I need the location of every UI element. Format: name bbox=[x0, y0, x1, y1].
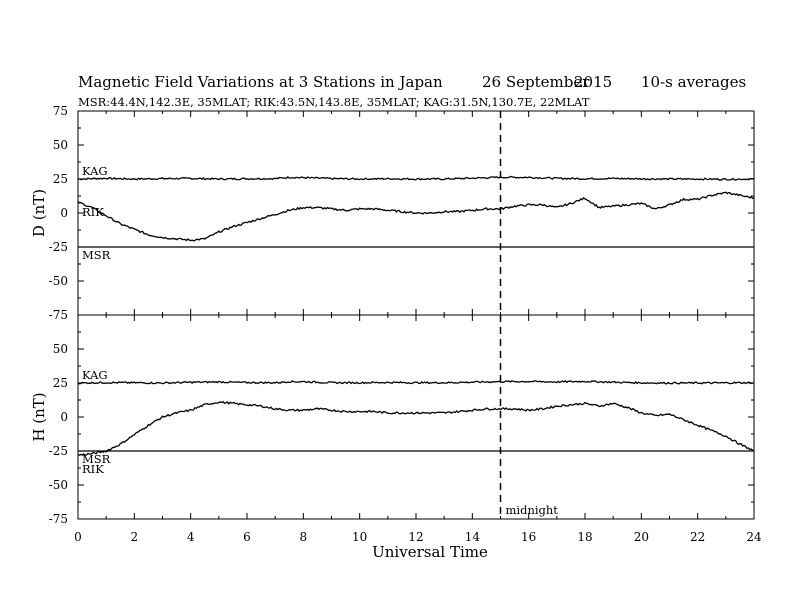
station-label-rik-d: RIK bbox=[82, 205, 104, 219]
y-tick-label-h: -75 bbox=[49, 512, 68, 526]
y-tick-label-h: 25 bbox=[53, 376, 68, 390]
y-tick-label-h: 0 bbox=[60, 410, 68, 424]
x-tick-label: 10 bbox=[352, 530, 367, 544]
x-tick-label: 24 bbox=[746, 530, 762, 544]
y-tick-label-d: 75 bbox=[53, 104, 68, 118]
x-tick-label: 22 bbox=[690, 530, 705, 544]
x-tick-label: 8 bbox=[300, 530, 308, 544]
chart-title-averaging: 10-s averages bbox=[641, 73, 746, 91]
series-kag-d bbox=[77, 175, 755, 181]
chart-title-date: 26 September bbox=[482, 73, 590, 91]
chart-title: Magnetic Field Variations at 3 Stations … bbox=[78, 73, 443, 91]
x-tick-label: 6 bbox=[243, 530, 251, 544]
panel-d-ylabel: D (nT) bbox=[30, 189, 48, 237]
x-tick-label: 0 bbox=[74, 530, 82, 544]
x-tick-label: 12 bbox=[408, 530, 423, 544]
panel-h-ylabel: H (nT) bbox=[30, 392, 48, 441]
y-tick-label-d: -25 bbox=[49, 240, 68, 254]
chart-subtitle: MSR:44.4N,142.3E, 35MLAT; RIK:43.5N,143.… bbox=[78, 95, 590, 109]
y-tick-label-d: 0 bbox=[60, 206, 68, 220]
series-rik-d bbox=[77, 191, 755, 242]
y-tick-label-h: -25 bbox=[49, 444, 68, 458]
y-tick-label-d: -50 bbox=[49, 274, 68, 288]
x-tick-label: 14 bbox=[465, 530, 481, 544]
series-rik-h bbox=[77, 400, 755, 456]
station-label-msr-d: MSR bbox=[82, 248, 111, 262]
series-layer bbox=[77, 175, 755, 456]
x-tick-label: 16 bbox=[521, 530, 536, 544]
y-tick-label-h: -50 bbox=[49, 478, 68, 492]
x-tick-label: 2 bbox=[131, 530, 139, 544]
series-kag-h bbox=[77, 380, 755, 385]
y-tick-label-d: 25 bbox=[53, 172, 68, 186]
station-label-msr-h: MSR bbox=[82, 452, 111, 466]
station-label-rik-h: RIK bbox=[82, 462, 104, 476]
x-tick-label: 20 bbox=[634, 530, 649, 544]
station-label-kag-h: KAG bbox=[82, 368, 108, 382]
x-tick-label: 4 bbox=[187, 530, 195, 544]
panel-h-frame bbox=[77, 314, 755, 520]
midnight-marker-label: midnight bbox=[506, 503, 559, 517]
station-label-kag-d: KAG bbox=[82, 164, 108, 178]
y-tick-label-d: 50 bbox=[53, 138, 68, 152]
y-tick-label-h: 50 bbox=[53, 342, 68, 356]
chart-title-year: 2015 bbox=[574, 73, 612, 91]
y-tick-label-d: -75 bbox=[49, 308, 68, 322]
x-tick-label: 18 bbox=[577, 530, 592, 544]
x-axis-label: Universal Time bbox=[372, 543, 488, 561]
